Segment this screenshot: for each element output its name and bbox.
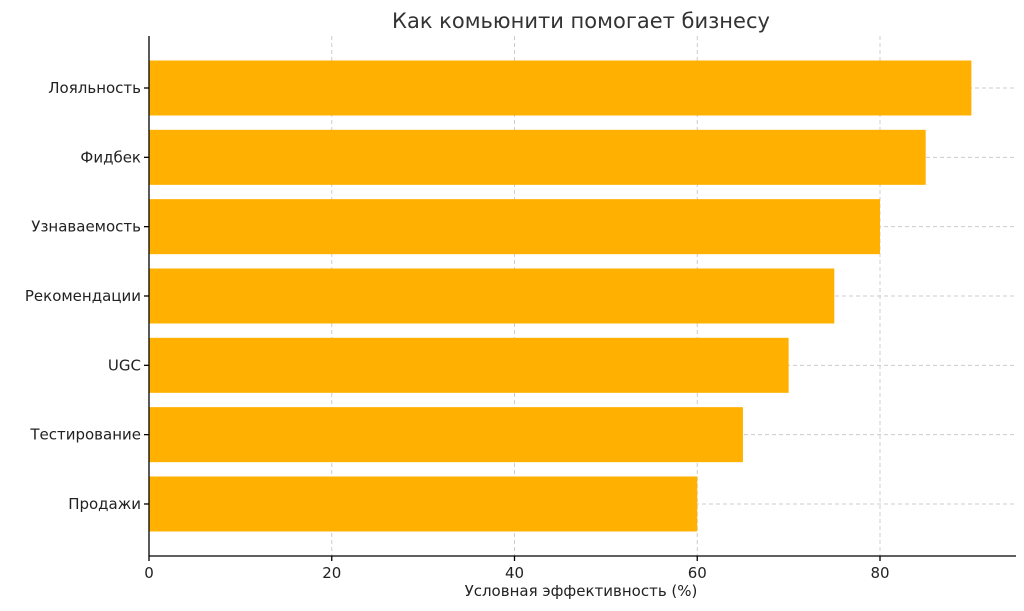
x-tick-label: 0 [144, 564, 154, 582]
x-tick-label: 80 [870, 564, 889, 582]
bar [149, 60, 972, 116]
x-tick-label: 20 [322, 564, 341, 582]
y-tick-label: Лояльность [48, 79, 141, 97]
y-tick-label: UGC [108, 356, 141, 374]
y-tick-label: Узнаваемость [31, 218, 141, 236]
bar [149, 476, 698, 532]
chart-title: Как комьюнити помогает бизнесу [392, 9, 770, 33]
x-ticks: 0 20 40 60 80 [144, 556, 890, 582]
x-tick-label: 40 [505, 564, 524, 582]
bar [149, 199, 880, 255]
bar [149, 407, 743, 463]
bar [149, 129, 926, 185]
y-tick-label: Тестирование [29, 426, 141, 444]
x-axis-label: Условная эффективность (%) [465, 582, 698, 600]
y-tick-label: Рекомендации [25, 287, 141, 305]
y-ticks: Лояльность Фидбек Узнаваемость Рекомендации… [25, 79, 149, 513]
bar [149, 337, 789, 393]
x-tick-label: 60 [688, 564, 707, 582]
bars [149, 60, 972, 532]
y-tick-label: Фидбек [80, 148, 141, 166]
bar [149, 268, 835, 324]
y-tick-label: Продажи [68, 495, 141, 513]
